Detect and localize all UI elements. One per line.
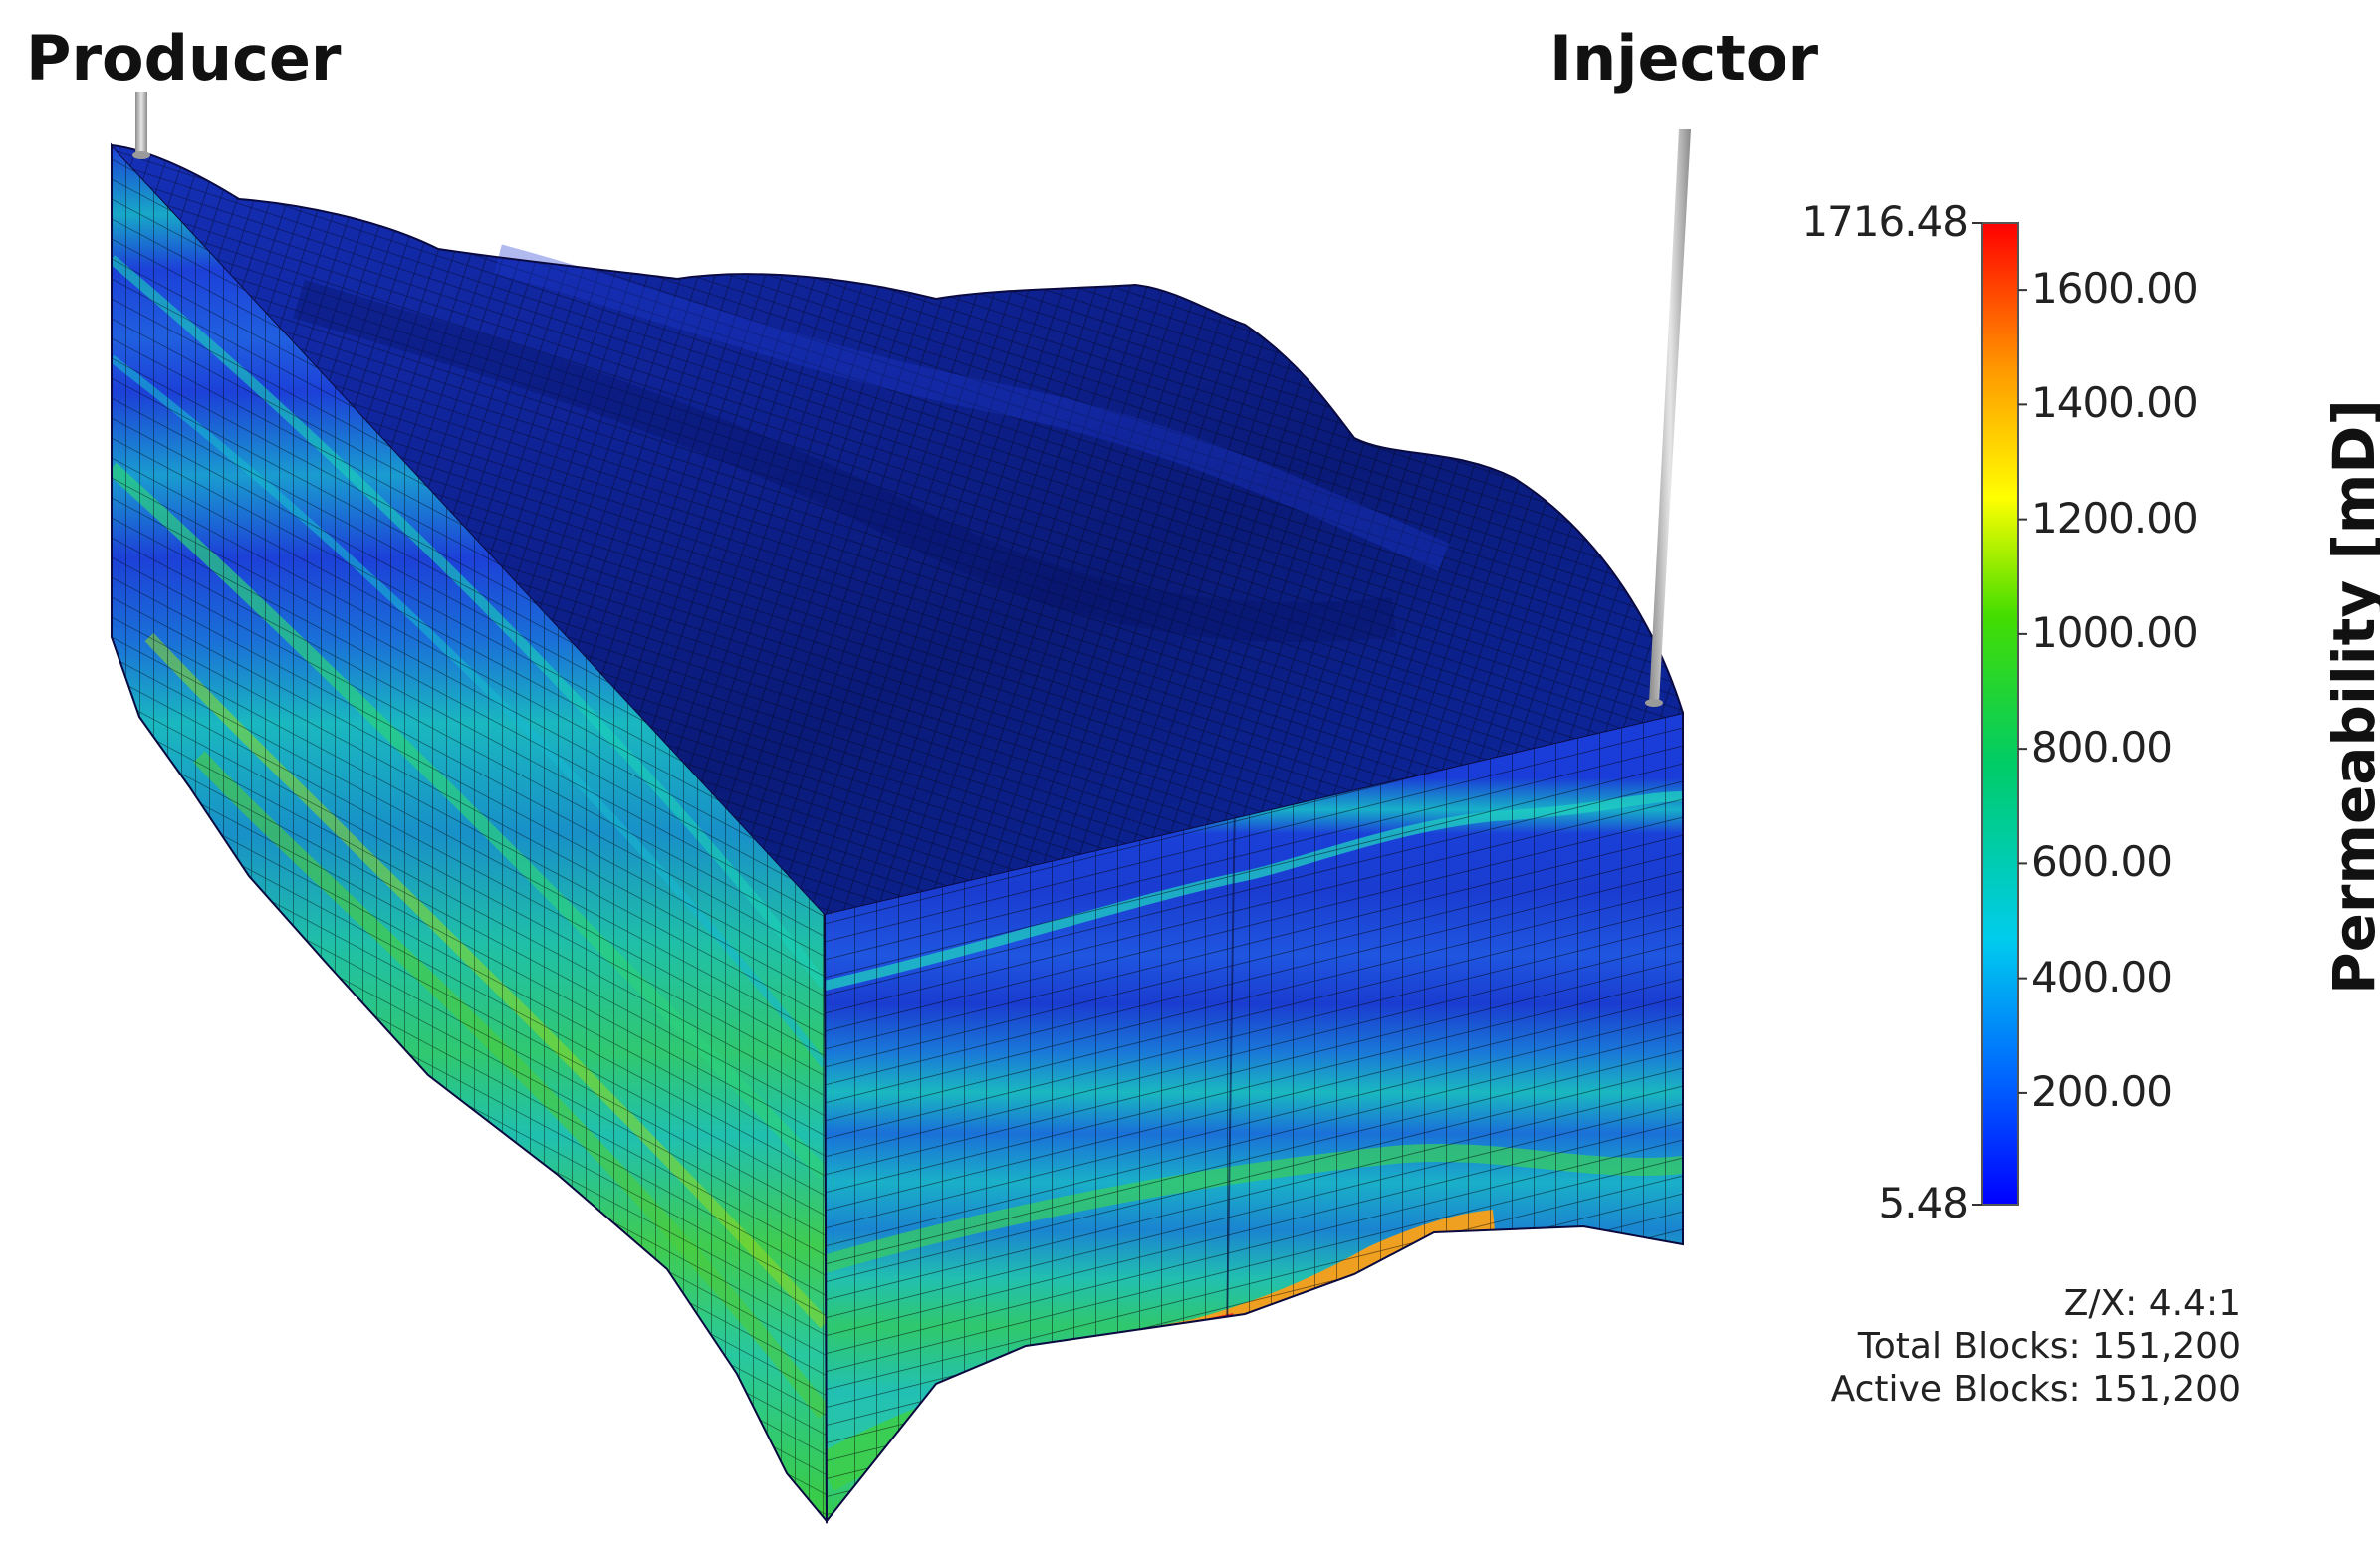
colorbar-ticks [1972,222,2027,1206]
producer-well [132,92,150,159]
colorbar-tick-label-3: 1000.00 [2031,607,2199,657]
top-surface [111,144,1684,914]
total-blocks: Total Blocks: 151,200 [1857,1326,2241,1367]
colorbar-tick-label-2: 1200.00 [2031,493,2199,543]
injector-label: Injector [1549,22,1819,95]
colorbar-max-label: 1716.48 [1801,197,1969,246]
colorbar [1972,222,2027,1206]
colorbar-min-label: 5.48 [1878,1179,1969,1227]
zx-ratio: Z/X: 4.4:1 [2063,1283,2241,1324]
colorbar-title: Permeability [mD] [2320,399,2380,995]
colorbar-tick-label-1: 1400.00 [2031,378,2199,428]
injector-well [1645,129,1691,707]
colorbar-tick-label-0: 1600.00 [2031,264,2199,314]
producer-label: Producer [26,22,342,95]
model-info: Z/X: 4.4:1 Total Blocks: 151,200 Active … [1831,1282,2241,1411]
colorbar-tick-label-6: 400.00 [2031,952,2173,1001]
active-blocks: Active Blocks: 151,200 [1830,1369,2241,1410]
colorbar-tick-label-5: 600.00 [2031,837,2173,887]
colorbar-gradient [1981,222,2019,1206]
colorbar-tick-label-7: 200.00 [2031,1066,2173,1116]
colorbar-tick-label-4: 800.00 [2031,723,2173,773]
